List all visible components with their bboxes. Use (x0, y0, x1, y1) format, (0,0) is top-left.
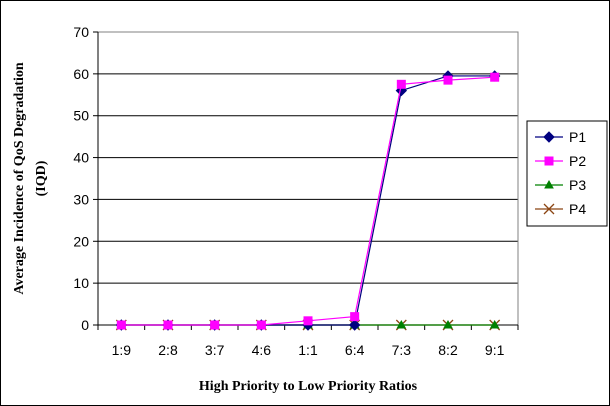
point-p2-6 (396, 79, 406, 89)
legend-marker-p4 (543, 203, 555, 215)
x-tick-label-8-2: 8:2 (438, 342, 458, 358)
y-tick-label-70: 70 (73, 24, 89, 40)
x-tick-label-3-7: 3:7 (205, 342, 225, 358)
point-p2-5 (350, 312, 360, 322)
series-p1 (115, 70, 501, 331)
y-tick-label-0: 0 (81, 317, 89, 333)
x-tick-label-1-9: 1:9 (112, 342, 132, 358)
y-tick-label-10: 10 (73, 275, 89, 291)
point-p2-3 (256, 320, 266, 330)
point-p3-6 (396, 319, 407, 329)
point-p2-0 (116, 320, 126, 330)
point-p2-4 (303, 316, 313, 326)
legend-label-p3: P3 (569, 177, 586, 193)
gridlines (98, 31, 518, 326)
point-p1-5 (348, 319, 361, 331)
x-axis: 1:9 2:8 3:7 4:6 1:1 6:4 7:3 8:2 9:1 (97, 324, 519, 358)
point-p3-7 (443, 319, 453, 329)
y-axis-title: Average Incidence of QoS Degradation (IQ… (12, 62, 49, 294)
point-p2-2 (210, 320, 220, 330)
x-tick-label-4-6: 4:6 (252, 342, 272, 358)
point-p2-8 (490, 72, 500, 82)
y-tick-label-50: 50 (73, 108, 89, 124)
y-tick-label-40: 40 (73, 150, 89, 166)
x-tick-label-6-4: 6:4 (345, 342, 365, 358)
point-p2-1 (163, 320, 173, 330)
x-tick-label-1-1: 1:1 (298, 342, 318, 358)
legend-item-p2: P2 (535, 153, 586, 169)
x-tick-label-9-1: 9:1 (485, 342, 505, 358)
legend-marker-p3 (544, 179, 554, 189)
legend-item-p3: P3 (535, 177, 586, 193)
y-tick-label-30: 30 (73, 191, 89, 207)
legend-label-p2: P2 (569, 153, 586, 169)
x-axis-title: High Priority to Low Priority Ratios (199, 379, 418, 394)
legend-item-p1: P1 (535, 129, 586, 145)
point-p3-8 (489, 319, 500, 329)
y-axis-title-line-1: Average Incidence of QoS Degradation (12, 62, 27, 294)
x-tick-label-2-8: 2:8 (158, 342, 178, 358)
y-axis-title-line-2: (IQD) (34, 160, 49, 196)
series-group (115, 70, 501, 331)
y-axis: 0 10 20 30 40 50 60 70 (73, 24, 99, 333)
series-line-p1 (121, 75, 495, 326)
legend-label-p4: P4 (569, 201, 586, 217)
y-tick-label-20: 20 (73, 233, 89, 249)
legend-marker-p2 (544, 156, 554, 166)
point-p2-7 (443, 75, 453, 85)
series-p2 (116, 72, 500, 330)
legend-item-p4: P4 (535, 201, 586, 217)
legend-label-p1: P1 (569, 129, 586, 145)
legend-marker-p1 (543, 131, 555, 143)
y-tick-label-60: 60 (73, 66, 89, 82)
x-tick-label-7-3: 7:3 (392, 342, 412, 358)
series-line-p2 (121, 76, 495, 326)
legend: P1 P2 P3 P4 (535, 129, 586, 217)
